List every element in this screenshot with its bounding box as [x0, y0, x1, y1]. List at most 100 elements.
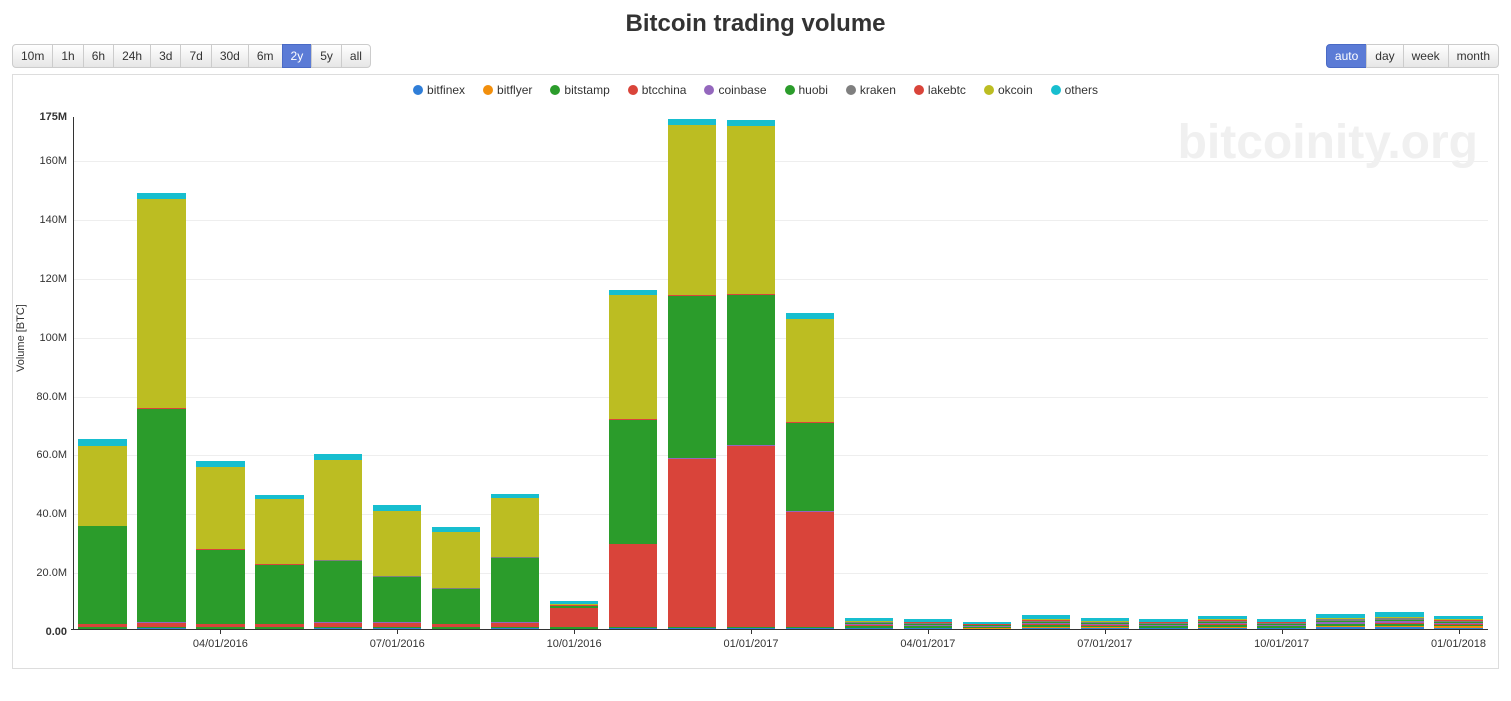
chart-title: Bitcoin trading volume [0, 0, 1511, 44]
bar-segment-btcchina [727, 446, 775, 627]
legend-item-kraken[interactable]: kraken [846, 83, 896, 97]
bar[interactable] [373, 505, 421, 630]
legend-label: btcchina [642, 83, 687, 97]
plot-area [73, 117, 1488, 630]
range-btn-6m[interactable]: 6m [248, 44, 283, 68]
legend-dot-icon [483, 85, 493, 95]
bar-segment-okcoin [373, 511, 421, 576]
bar[interactable] [1375, 612, 1423, 630]
bar-segment-okcoin [727, 126, 775, 294]
bar[interactable] [491, 494, 539, 630]
bar[interactable] [609, 290, 657, 630]
bar-segment-huobi [314, 561, 362, 623]
bar-segment-okcoin [668, 125, 716, 296]
agg-btn-auto[interactable]: auto [1326, 44, 1367, 68]
legend-dot-icon [1051, 85, 1061, 95]
range-btn-10m[interactable]: 10m [12, 44, 53, 68]
legend-item-huobi[interactable]: huobi [785, 83, 828, 97]
legend-label: bitfinex [427, 83, 465, 97]
bar[interactable] [1316, 614, 1364, 630]
bar-slot [368, 117, 427, 630]
y-tick-label: 120M [39, 273, 67, 285]
x-tick-mark [928, 630, 929, 634]
legend-item-bitflyer[interactable]: bitflyer [483, 83, 532, 97]
range-btn-all[interactable]: all [341, 44, 371, 68]
y-axis: 0.0020.0M40.0M60.0M80.0M100M120M140M160M… [13, 117, 73, 630]
legend-item-btcchina[interactable]: btcchina [628, 83, 687, 97]
legend-dot-icon [846, 85, 856, 95]
agg-btn-day[interactable]: day [1366, 44, 1403, 68]
legend-item-others[interactable]: others [1051, 83, 1098, 97]
legend-dot-icon [413, 85, 423, 95]
bar-segment-btcchina [668, 459, 716, 627]
y-tick-label: 60.0M [36, 449, 67, 461]
agg-btn-week[interactable]: week [1403, 44, 1449, 68]
bar[interactable] [668, 119, 716, 630]
agg-btn-month[interactable]: month [1448, 44, 1499, 68]
legend-label: huobi [799, 83, 828, 97]
bar-slot [1193, 117, 1252, 630]
bar[interactable] [196, 461, 244, 630]
legend-item-lakebtc[interactable]: lakebtc [914, 83, 966, 97]
bar-segment-huobi [137, 409, 185, 622]
range-btn-6h[interactable]: 6h [83, 44, 114, 68]
legend-dot-icon [628, 85, 638, 95]
bar-segment-huobi [255, 565, 303, 624]
y-tick-label: 160M [39, 155, 67, 167]
legend-item-bitstamp[interactable]: bitstamp [550, 83, 609, 97]
range-btn-2y[interactable]: 2y [282, 44, 313, 68]
bar-segment-others [78, 439, 126, 446]
x-tick-label: 04/01/2017 [900, 638, 955, 650]
bar-segment-btcchina [550, 608, 598, 627]
bar[interactable] [1434, 616, 1482, 630]
y-axis-line [73, 117, 74, 630]
bar-segment-okcoin [255, 499, 303, 564]
bar[interactable] [727, 120, 775, 630]
range-btn-5y[interactable]: 5y [311, 44, 342, 68]
bar-slot [1311, 117, 1370, 630]
bar-slot [663, 117, 722, 630]
x-tick-mark [751, 630, 752, 634]
range-btn-24h[interactable]: 24h [113, 44, 151, 68]
x-tick-mark [397, 630, 398, 634]
bar-slot [132, 117, 191, 630]
bar-slot [1429, 117, 1488, 630]
bar-slot [427, 117, 486, 630]
legend-item-bitfinex[interactable]: bitfinex [413, 83, 465, 97]
legend-dot-icon [984, 85, 994, 95]
x-tick-label: 01/01/2018 [1431, 638, 1486, 650]
range-btn-1h[interactable]: 1h [52, 44, 83, 68]
bar[interactable] [1198, 616, 1246, 630]
bar[interactable] [432, 527, 480, 630]
x-tick-label: 04/01/2016 [193, 638, 248, 650]
legend-dot-icon [704, 85, 714, 95]
bar-segment-okcoin [137, 199, 185, 408]
x-tick-mark [574, 630, 575, 634]
range-btn-7d[interactable]: 7d [180, 44, 211, 68]
bar-segment-okcoin [78, 446, 126, 525]
bar-segment-okcoin [314, 460, 362, 560]
x-tick-label: 01/01/2017 [723, 638, 778, 650]
bar-slot [1252, 117, 1311, 630]
bar-segment-huobi [609, 420, 657, 544]
range-btn-3d[interactable]: 3d [150, 44, 181, 68]
x-tick-label: 07/01/2017 [1077, 638, 1132, 650]
bar[interactable] [255, 495, 303, 630]
y-tick-label: 0.00 [46, 626, 67, 638]
bar-slot [1134, 117, 1193, 630]
bar[interactable] [550, 601, 598, 630]
bar-slot [1370, 117, 1429, 630]
bar-segment-okcoin [196, 467, 244, 549]
bar-slot [545, 117, 604, 630]
legend-item-coinbase[interactable]: coinbase [704, 83, 766, 97]
y-tick-label: 80.0M [36, 391, 67, 403]
bar[interactable] [1022, 615, 1070, 630]
x-tick-label: 07/01/2016 [370, 638, 425, 650]
bar[interactable] [786, 313, 834, 630]
bar[interactable] [78, 439, 126, 630]
bar[interactable] [137, 193, 185, 630]
legend-item-okcoin[interactable]: okcoin [984, 83, 1033, 97]
range-btn-30d[interactable]: 30d [211, 44, 249, 68]
chart-container: bitcoinity.org bitfinexbitflyerbitstampb… [12, 74, 1499, 669]
bar[interactable] [314, 454, 362, 630]
